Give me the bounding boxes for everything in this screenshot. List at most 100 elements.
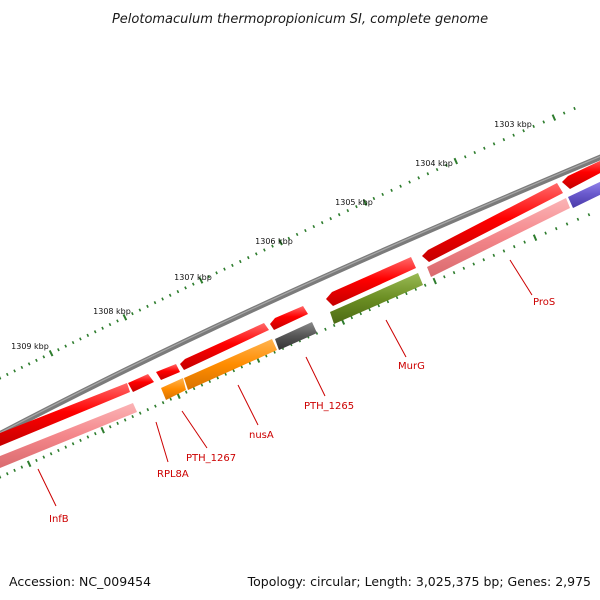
minor-tick [20, 465, 24, 469]
minor-tick [42, 355, 46, 359]
minor-tick [153, 301, 157, 305]
minor-tick [116, 319, 119, 323]
minor-tick [414, 287, 418, 291]
minor-tick [71, 340, 75, 345]
minor-tick [544, 231, 547, 235]
major-tick [551, 114, 557, 121]
kbp-label-1303: 1303 kbp [494, 120, 532, 129]
map-title: Pelotomaculum thermopropionicum SI, comp… [112, 12, 488, 27]
minor-tick [350, 315, 354, 320]
gene-arrow[interactable] [427, 198, 570, 277]
minor-tick [264, 354, 268, 358]
major-tick [198, 277, 204, 284]
minor-tick [240, 365, 244, 369]
minor-tick [5, 372, 9, 377]
minor-tick [576, 217, 580, 221]
gene-arrow[interactable] [330, 273, 423, 324]
minor-tick [64, 445, 68, 449]
minor-tick [86, 333, 90, 338]
minor-tick [463, 155, 467, 159]
gene-label-nusa[interactable]: nusA [249, 430, 274, 441]
gene-label-rpl8a[interactable]: RPL8A [157, 469, 189, 480]
minor-tick [435, 167, 439, 172]
minor-tick [445, 163, 448, 167]
minor-tick [320, 221, 324, 225]
gene-arrow[interactable] [326, 257, 416, 306]
minor-tick [71, 442, 75, 446]
minor-tick [423, 283, 427, 287]
kbp-label-1305: 1305 kbp [335, 198, 373, 207]
minor-tick [473, 150, 477, 155]
minor-tick [417, 176, 421, 180]
minor-tick [161, 297, 164, 301]
gene-arrow[interactable] [0, 383, 130, 447]
kbp-label-1309: 1309 kbp [11, 342, 49, 351]
leader-line [155, 421, 169, 463]
minor-tick [146, 304, 149, 308]
gene-arrow[interactable] [0, 403, 137, 469]
minor-tick [35, 458, 38, 463]
gene-label-pth1267[interactable]: PTH_1267 [186, 453, 236, 464]
minor-tick [131, 312, 134, 316]
minor-tick [377, 304, 381, 308]
gene-arrow[interactable] [422, 183, 563, 262]
leader-line [509, 259, 533, 296]
minor-tick [184, 390, 188, 394]
minor-tick [483, 146, 486, 150]
minor-tick [372, 196, 376, 201]
minor-tick [443, 275, 446, 279]
minor-tick [138, 308, 142, 312]
gene-arrow[interactable] [180, 323, 269, 370]
minor-tick [146, 408, 150, 412]
minor-tick [200, 383, 204, 387]
gene-arrow[interactable] [156, 364, 180, 380]
gene-arrow[interactable] [161, 378, 186, 400]
gene-arrow[interactable] [184, 339, 277, 390]
leader-line [181, 410, 208, 449]
minor-tick [346, 209, 350, 213]
minor-tick [138, 411, 142, 415]
gene-label-murg[interactable]: MurG [398, 361, 425, 372]
minor-tick [355, 205, 358, 209]
minor-tick [482, 258, 486, 262]
minor-tick [522, 129, 525, 133]
leader-line [305, 356, 326, 397]
minor-tick [0, 376, 2, 380]
minor-tick [263, 248, 266, 252]
gene-arrow[interactable] [270, 306, 308, 330]
minor-tick [223, 267, 226, 271]
gene-arrow[interactable] [275, 322, 317, 350]
minor-tick [295, 232, 299, 237]
minor-tick [512, 133, 515, 137]
backbone-line [0, 154, 600, 437]
scale-ticks [0, 106, 591, 479]
minor-tick [123, 418, 127, 422]
minor-tick [542, 120, 546, 124]
minor-tick [452, 270, 456, 275]
gene-arrow[interactable] [128, 374, 154, 392]
minor-tick [0, 475, 2, 479]
accession-text: Accession: NC_009454 [9, 574, 151, 589]
minor-tick [287, 236, 291, 240]
minor-tick [254, 252, 258, 256]
minor-tick [176, 289, 180, 294]
minor-tick [359, 312, 363, 316]
minor-tick [79, 438, 82, 442]
minor-tick [64, 344, 68, 348]
gene-label-pros[interactable]: ProS [533, 297, 555, 308]
minor-tick [312, 224, 316, 229]
major-tick [453, 157, 459, 165]
genome-summary-text: Topology: circular; Length: 3,025,375 bp… [247, 574, 591, 589]
major-tick [432, 277, 437, 285]
minor-tick [5, 472, 9, 476]
gene-arrow[interactable] [562, 158, 600, 189]
minor-tick [462, 266, 466, 270]
gene-arrow[interactable] [568, 179, 600, 208]
minor-tick [492, 253, 496, 258]
major-tick [122, 313, 128, 321]
gene-label-infb[interactable]: InfB [49, 514, 69, 525]
minor-tick [79, 337, 82, 341]
minor-tick [86, 435, 90, 439]
major-tick [278, 238, 283, 246]
gene-label-pth1265[interactable]: PTH_1265 [304, 401, 354, 412]
